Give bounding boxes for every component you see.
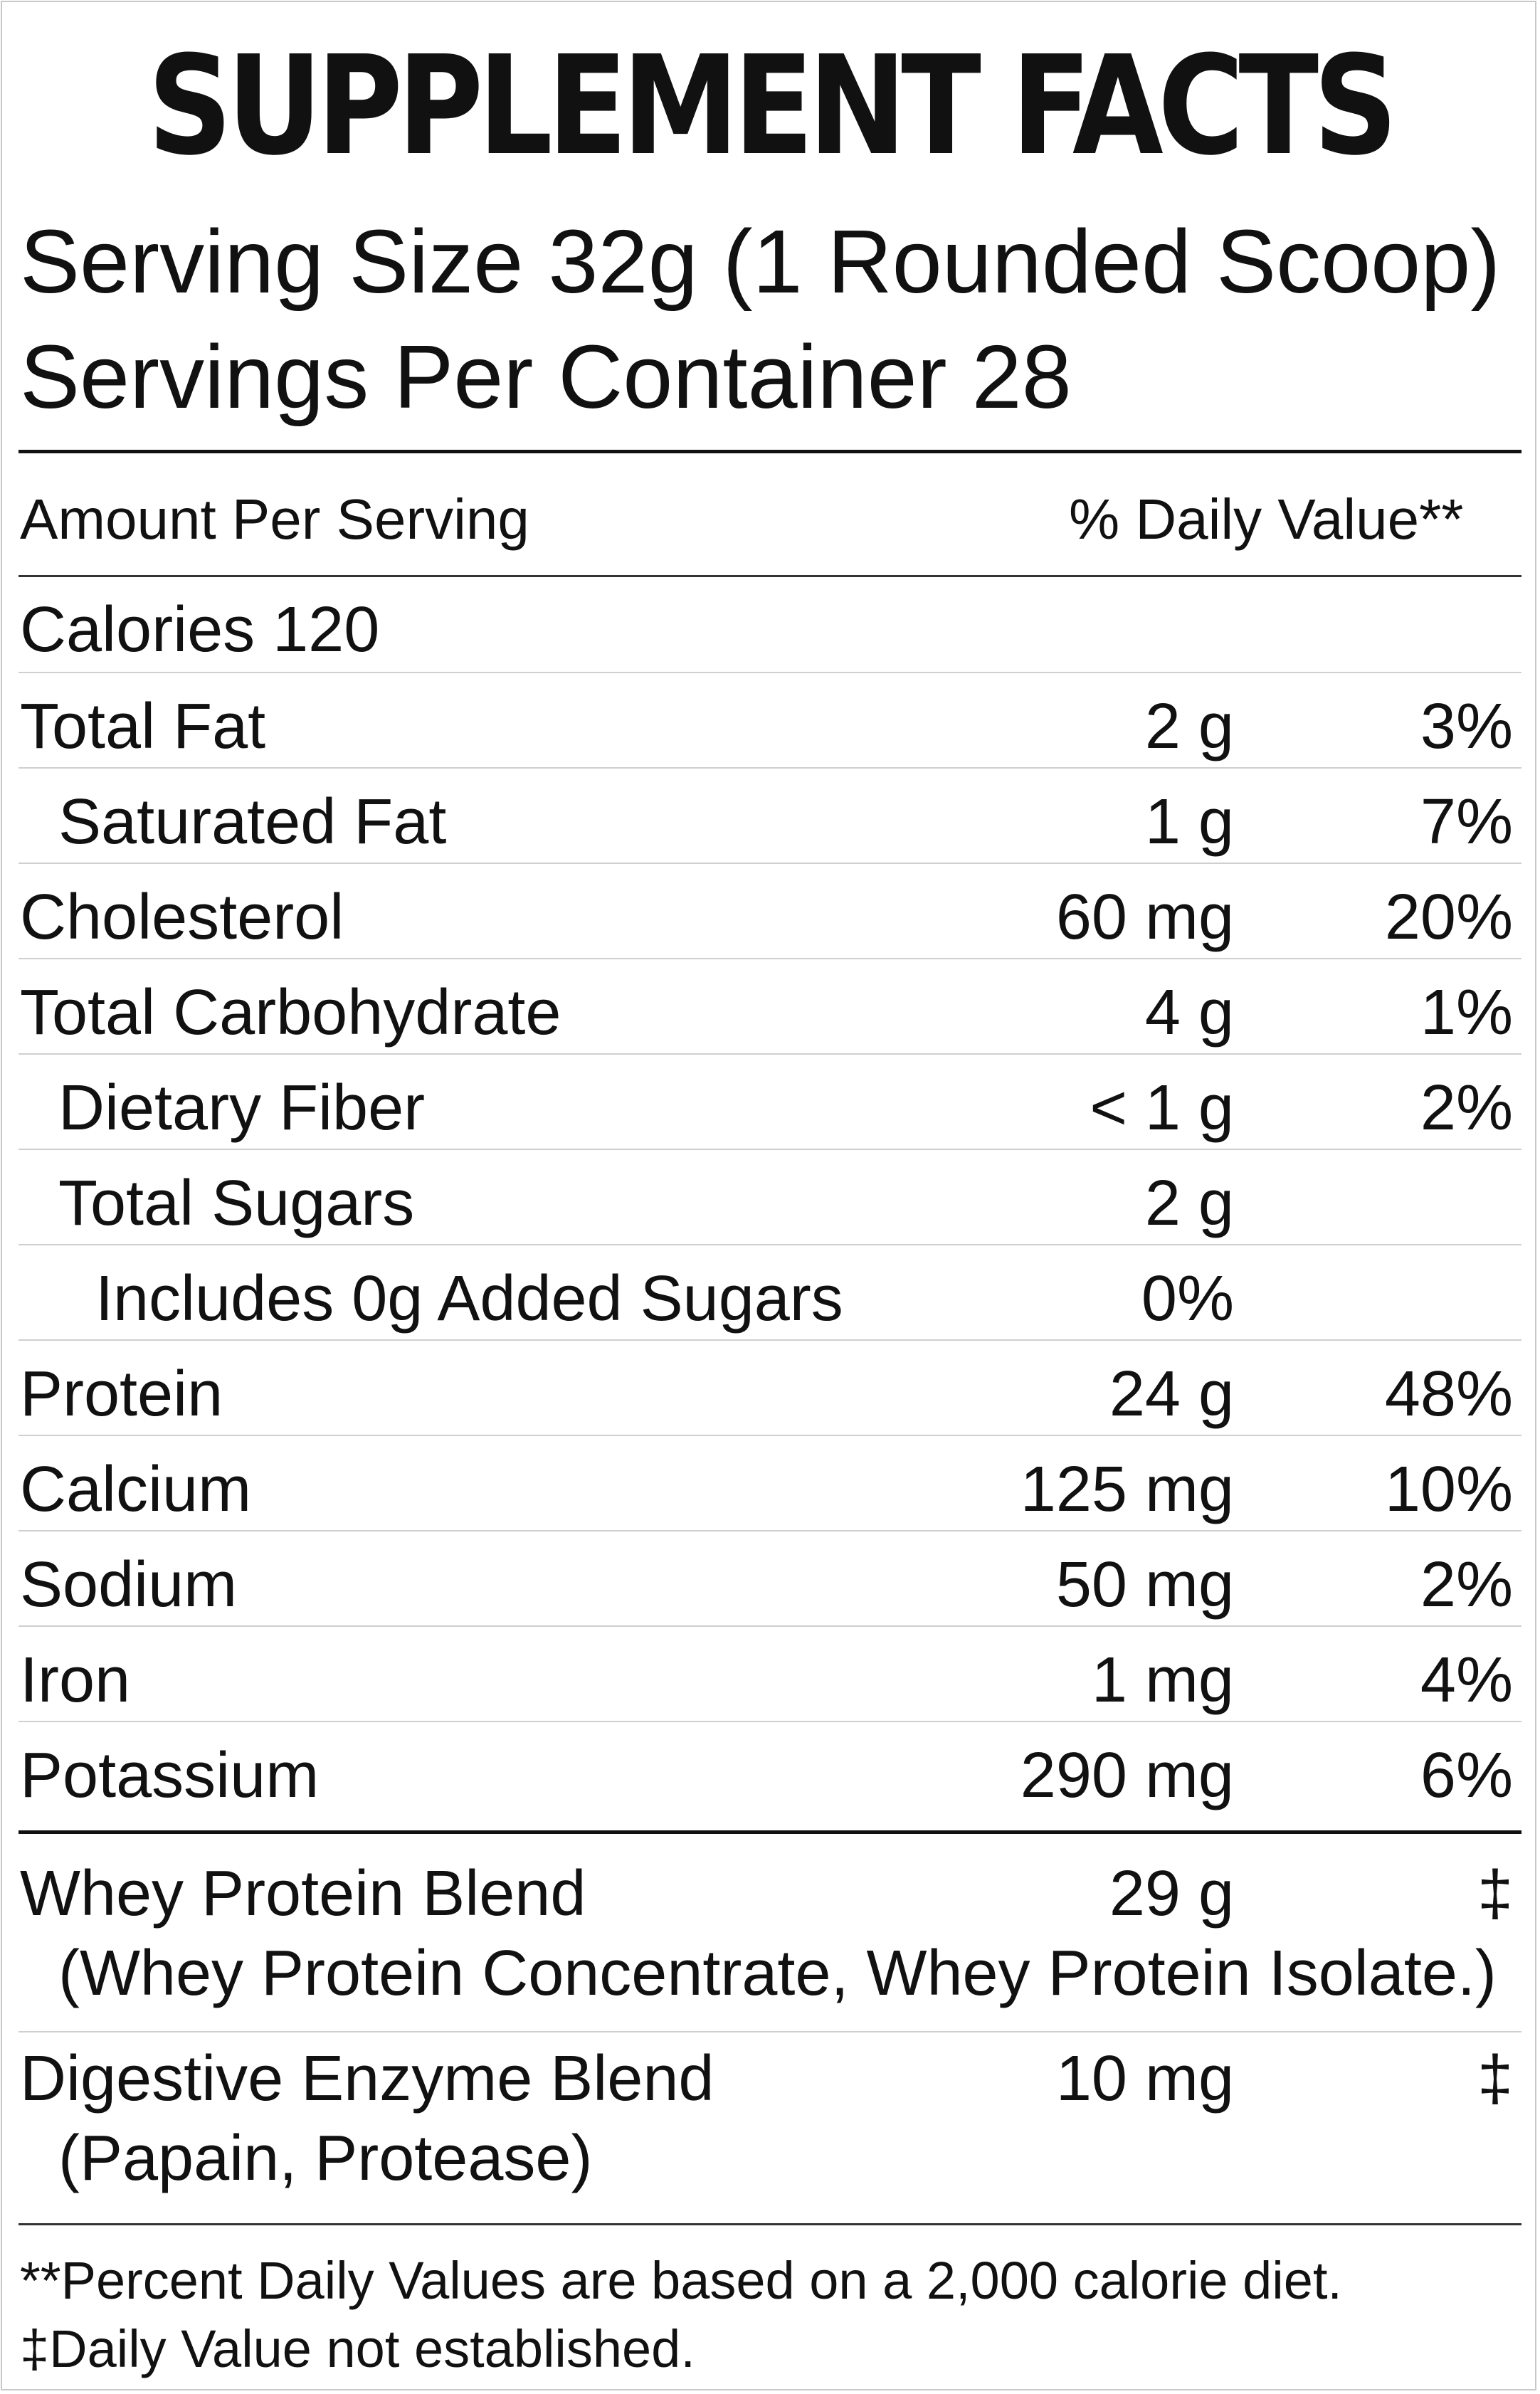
blend-ingredients: (Papain, Protease)	[58, 2123, 593, 2194]
nutrient-name: Includes 0g Added Sugars	[95, 1263, 843, 1334]
nutrient-name: Iron	[20, 1645, 131, 1716]
blend-amount: 29 g	[1109, 1858, 1234, 1929]
nutrient-dv: 6%	[1420, 1740, 1513, 1811]
nutrient-name: Potassium	[20, 1740, 320, 1811]
blend-name: Digestive Enzyme Blend	[20, 2043, 714, 2114]
row-divider	[19, 1625, 1521, 1627]
blend-ingredients: (Whey Protein Concentrate, Whey Protein …	[58, 1938, 1497, 2009]
footnote-daily-values: **Percent Daily Values are based on a 2,…	[20, 2251, 1342, 2310]
nutrient-amount: 0%	[1141, 1263, 1234, 1334]
row-divider	[19, 1435, 1521, 1436]
nutrient-name: Cholesterol	[20, 882, 344, 953]
nutrient-row-cholesterol: Cholesterol 60 mg 20%	[20, 864, 1520, 959]
nutrient-name: Total Carbohydrate	[20, 977, 561, 1048]
row-divider	[19, 1339, 1521, 1341]
nutrient-dv: 4%	[1420, 1645, 1513, 1716]
nutrient-row-potassium: Potassium 290 mg 6%	[20, 1722, 1520, 1818]
blend-row-whey-protein: Whey Protein Blend 29 g ‡ (Whey Protein …	[20, 1862, 1520, 2025]
nutrient-amount: 290 mg	[1020, 1740, 1234, 1811]
nutrient-dv: 48%	[1384, 1359, 1513, 1430]
serving-size: Serving Size 32g (1 Rounded Scoop)	[20, 211, 1501, 312]
nutrient-name: Saturated Fat	[58, 786, 447, 858]
nutrient-row-sodium: Sodium 50 mg 2%	[20, 1531, 1520, 1627]
nutrient-row-total-fat: Total Fat 2 g 3%	[20, 673, 1520, 769]
nutrient-row-iron: Iron 1 mg 4%	[20, 1627, 1520, 1722]
nutrient-row-dietary-fiber: Dietary Fiber < 1 g 2%	[20, 1055, 1520, 1150]
nutrient-row-protein: Protein 24 g 48%	[20, 1341, 1520, 1436]
nutrient-amount: 2 g	[1144, 691, 1234, 762]
nutrient-name: Total Fat	[20, 691, 266, 762]
label-title: SUPPLEMENT FACTS	[147, 27, 1398, 186]
blend-amount: 10 mg	[1055, 2043, 1234, 2114]
nutrient-amount: 24 g	[1109, 1359, 1234, 1430]
row-divider	[19, 1149, 1521, 1150]
nutrient-amount: 2 g	[1144, 1168, 1234, 1239]
divider-footnotes	[19, 2223, 1521, 2225]
row-divider	[19, 767, 1521, 769]
divider-top	[19, 450, 1521, 453]
nutrient-row-total-sugars: Total Sugars 2 g	[20, 1150, 1520, 1245]
row-divider	[19, 958, 1521, 959]
daily-value-header: % Daily Value**	[1069, 487, 1464, 551]
nutrient-name: Protein	[20, 1359, 223, 1430]
calories-value: Calories 120	[20, 594, 380, 665]
nutrient-name: Sodium	[20, 1549, 238, 1620]
nutrient-dv: 20%	[1384, 882, 1513, 953]
nutrient-amount: 125 mg	[1020, 1454, 1234, 1525]
nutrient-row-calcium: Calcium 125 mg 10%	[20, 1436, 1520, 1531]
blend-row-digestive-enzyme: Digestive Enzyme Blend 10 mg ‡ (Papain, …	[20, 2047, 1520, 2210]
nutrient-amount: 1 mg	[1091, 1645, 1234, 1716]
nutrient-dv: 2%	[1420, 1072, 1513, 1144]
nutrient-name: Total Sugars	[58, 1168, 415, 1239]
row-divider	[19, 863, 1521, 864]
nutrient-dv: 7%	[1420, 786, 1513, 858]
blend-name: Whey Protein Blend	[20, 1858, 586, 1929]
nutrient-amount: 4 g	[1144, 977, 1234, 1048]
row-divider	[19, 2031, 1521, 2032]
footnote-not-established: ‡Daily Value not established.	[20, 2319, 695, 2378]
nutrient-dv: 2%	[1420, 1549, 1513, 1620]
divider-blends	[19, 1830, 1521, 1834]
row-divider	[19, 1721, 1521, 1722]
divider-header	[19, 575, 1521, 577]
nutrient-row-saturated-fat: Saturated Fat 1 g 7%	[20, 769, 1520, 864]
nutrient-amount: 50 mg	[1055, 1549, 1234, 1620]
blend-dv: ‡	[1477, 2043, 1513, 2114]
nutrient-name: Dietary Fiber	[58, 1072, 426, 1144]
servings-per-container: Servings Per Container 28	[20, 327, 1072, 427]
calories-row: Calories 120	[20, 576, 1520, 672]
row-divider	[19, 1053, 1521, 1055]
row-divider	[19, 1244, 1521, 1245]
nutrient-dv: 1%	[1420, 977, 1513, 1048]
amount-per-serving-header: Amount Per Serving	[20, 487, 529, 551]
nutrient-amount: 1 g	[1144, 786, 1234, 858]
nutrient-amount: < 1 g	[1090, 1072, 1234, 1144]
nutrient-dv: 3%	[1420, 691, 1513, 762]
row-divider	[19, 672, 1521, 673]
nutrient-row-total-carbohydrate: Total Carbohydrate 4 g 1%	[20, 959, 1520, 1055]
nutrient-name: Calcium	[20, 1454, 252, 1525]
nutrient-dv: 10%	[1384, 1454, 1513, 1525]
row-divider	[19, 1530, 1521, 1531]
blend-dv: ‡	[1477, 1858, 1513, 1929]
nutrient-row-added-sugars: Includes 0g Added Sugars 0%	[20, 1245, 1520, 1341]
nutrient-amount: 60 mg	[1055, 882, 1234, 953]
